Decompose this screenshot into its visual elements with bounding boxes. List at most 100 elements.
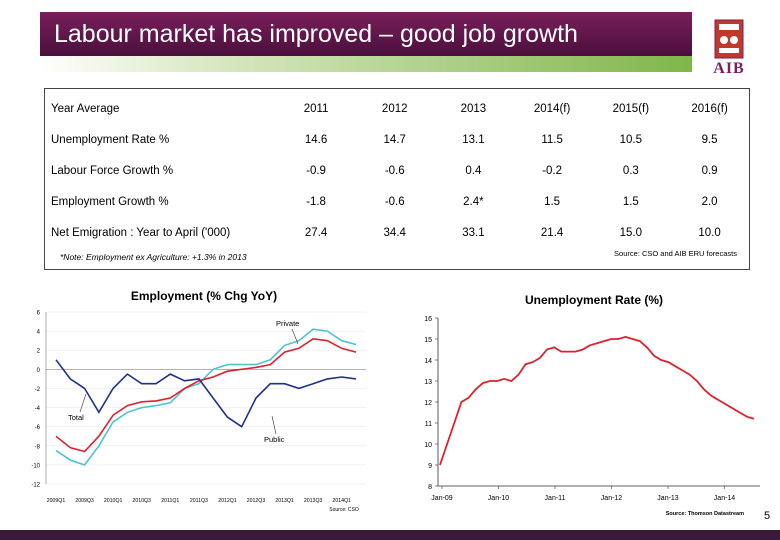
table-cell: 13.1	[462, 133, 485, 146]
series-line-private	[55, 328, 357, 466]
row-label: Unemployment Rate %	[51, 133, 170, 146]
table-source: Source: CSO and AIB ERU forecasts	[614, 249, 737, 258]
table-cell: 1.5	[622, 195, 639, 208]
header-cell: 2016(f)	[691, 102, 728, 115]
y-tick-label: 16	[424, 316, 432, 323]
annotation-pointer	[291, 328, 299, 345]
chart-title: Employment (% Chg YoY)	[131, 289, 277, 303]
table-cell: 14.7	[383, 133, 406, 146]
unemployment-chart: Unemployment Rate (%) 16 15 14 13 12 11 10 9 8 Jan…	[424, 293, 760, 517]
annotation-label: Public	[264, 435, 285, 444]
x-tick-label: Jan-13	[657, 495, 679, 502]
table-cell: -0.9	[306, 164, 326, 177]
table-cell: 1.5	[544, 195, 561, 208]
y-tick-label: 2	[37, 349, 41, 355]
table-row: Employment Growth % -1.8 -0.6 2.4* 1.5 1…	[49, 186, 749, 217]
y-tick-label: -12	[31, 483, 40, 489]
table-cell: 11.5	[541, 133, 563, 146]
x-tick-label: Jan-12	[601, 495, 623, 502]
y-tick-label: 12	[424, 400, 432, 407]
header-cell: 2014(f)	[533, 102, 571, 115]
x-tick-label: 2013Q3	[304, 498, 323, 504]
crest-icon	[714, 19, 744, 59]
title-accent-line	[40, 56, 692, 72]
title-bar: Labour market has improved – good job gr…	[40, 12, 692, 56]
page-number: 5	[764, 510, 771, 522]
y-tick-label: 13	[424, 379, 432, 386]
x-tick-label: 2012Q1	[218, 498, 237, 504]
table-cell: 27.4	[304, 226, 328, 239]
x-tick-label: 2013Q1	[275, 498, 294, 504]
x-tick-label: 2010Q3	[132, 498, 151, 504]
x-tick-label: Jan-14	[714, 495, 736, 502]
annotation-label: Private	[276, 319, 299, 328]
x-tick-label: 2010Q1	[104, 498, 123, 504]
chart-source: Source: Thomson Datastream	[666, 511, 744, 517]
table-cell: 14.6	[304, 133, 328, 146]
x-tick-label: 2011Q3	[190, 498, 208, 504]
y-tick-label: 14	[424, 358, 432, 365]
row-label: Labour Force Growth %	[51, 164, 174, 177]
x-tick-label: Jan-11	[545, 495, 566, 502]
forecast-table-box: Year Average 2011 2012 2013 2014(f) 2015…	[44, 88, 750, 270]
table-cell: -0.6	[384, 195, 405, 208]
annotation-pointer	[79, 393, 87, 413]
table-cell: 9.5	[701, 133, 718, 146]
employment-chart: Employment (% Chg YoY) 6 4 2 0 -2 -4 -6 -8 -10 -12…	[31, 289, 366, 513]
header-cell: Year Average	[51, 102, 120, 115]
aib-logo: AIB	[703, 18, 755, 78]
y-tick-label: 9	[428, 463, 432, 470]
x-tick-label: 2012Q3	[247, 498, 266, 504]
table-note: *Note: Employment ex Agriculture: +1.3% …	[60, 252, 247, 262]
x-tick-label: Jan-09	[431, 495, 453, 502]
table-cell: 2.4*	[463, 195, 484, 208]
table-row: Labour Force Growth % -0.9 -0.6 0.4 -0.2…	[49, 155, 749, 186]
table-cell: 10.0	[698, 226, 721, 239]
y-tick-label: 11	[425, 421, 432, 428]
chart-title: Unemployment Rate (%)	[525, 293, 663, 307]
y-tick-label: 4	[37, 330, 41, 336]
x-tick-label: 2011Q1	[161, 498, 179, 504]
series-line-unemployment	[439, 335, 755, 466]
y-tick-label: -6	[35, 425, 41, 431]
y-tick-label: -2	[35, 387, 41, 393]
table-cell: 34.4	[383, 226, 406, 239]
table-cell: -0.2	[542, 164, 563, 177]
annotation-pointer	[271, 415, 277, 435]
x-tick-label: 2014Q1	[332, 498, 351, 504]
slide-title: Labour market has improved – good job gr…	[54, 20, 578, 48]
x-tick-label: Jan-10	[488, 495, 510, 502]
y-tick-label: 0	[37, 368, 41, 374]
series-line-total	[55, 337, 357, 453]
table-row: Unemployment Rate % 14.6 14.7 13.1 11.5 …	[49, 124, 749, 155]
row-label: Employment Growth %	[51, 195, 169, 208]
x-tick-label: 2009Q1	[47, 498, 66, 504]
chart-source: Source: CSO	[329, 507, 359, 513]
table-cell: 0.4	[465, 164, 482, 177]
y-tick-label: 15	[424, 337, 432, 344]
table-cell: 10.5	[619, 133, 643, 146]
table-cell: -0.6	[384, 164, 405, 177]
y-tick-label: 10	[424, 442, 432, 449]
x-tick-label: 2009Q3	[75, 498, 94, 504]
y-tick-label: 8	[428, 484, 432, 491]
table-cell: 0.9	[701, 164, 718, 177]
table-header-row: Year Average 2011 2012 2013 2014(f) 2015…	[49, 93, 749, 124]
logo-text: AIB	[713, 60, 745, 77]
y-tick-label: -10	[31, 463, 40, 469]
y-tick-label: -4	[35, 406, 41, 412]
y-tick-label: -8	[35, 444, 41, 450]
series-line-public	[55, 359, 357, 428]
header-cell: 2012	[381, 102, 408, 115]
table-cell: 21.4	[540, 226, 564, 239]
header-cell: 2015(f)	[612, 102, 650, 115]
footer-bar	[0, 530, 780, 540]
header-cell: 2011	[303, 102, 329, 115]
table-cell: 33.1	[462, 226, 485, 239]
table-cell: -1.8	[306, 195, 326, 208]
row-label: Net Emigration : Year to April ('000)	[51, 226, 231, 239]
annotation-label: Total	[68, 413, 84, 422]
forecast-table: Year Average 2011 2012 2013 2014(f) 2015…	[49, 93, 749, 248]
table-row: Net Emigration : Year to April ('000) 27…	[49, 217, 749, 248]
header-cell: 2013	[460, 102, 487, 115]
